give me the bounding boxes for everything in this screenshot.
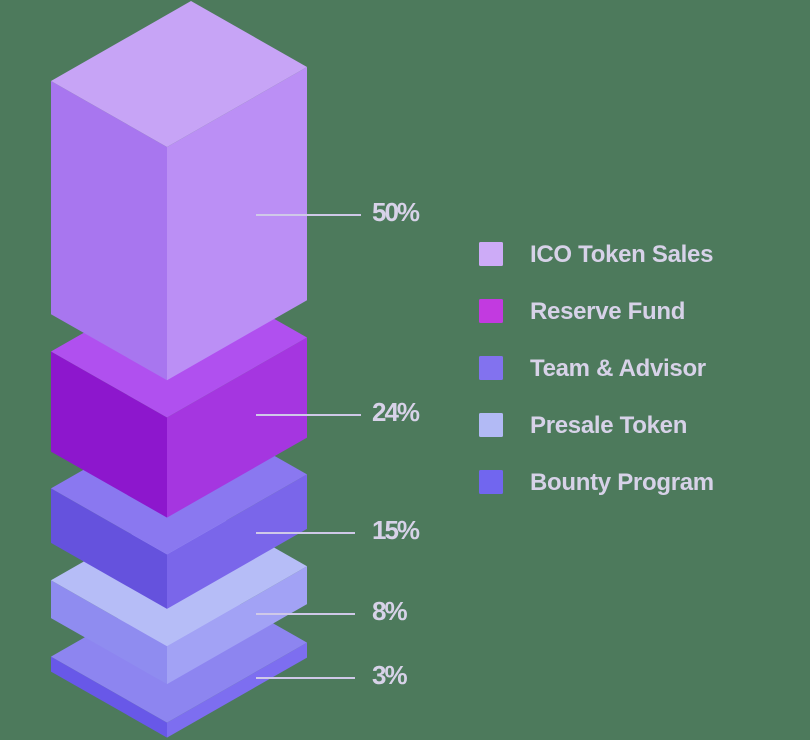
svg-text:50%: 50% [372,197,420,227]
svg-text:Reserve Fund: Reserve Fund [530,298,685,325]
svg-text:Presale Token: Presale Token [530,412,687,439]
svg-text:8%: 8% [372,596,407,626]
svg-text:3%: 3% [372,660,407,690]
svg-text:ICO Token Sales: ICO Token Sales [530,241,713,268]
svg-text:Team & Advisor: Team & Advisor [530,355,706,382]
svg-text:15%: 15% [372,515,420,545]
svg-text:24%: 24% [372,397,420,427]
svg-text:Bounty Program: Bounty Program [530,469,714,496]
